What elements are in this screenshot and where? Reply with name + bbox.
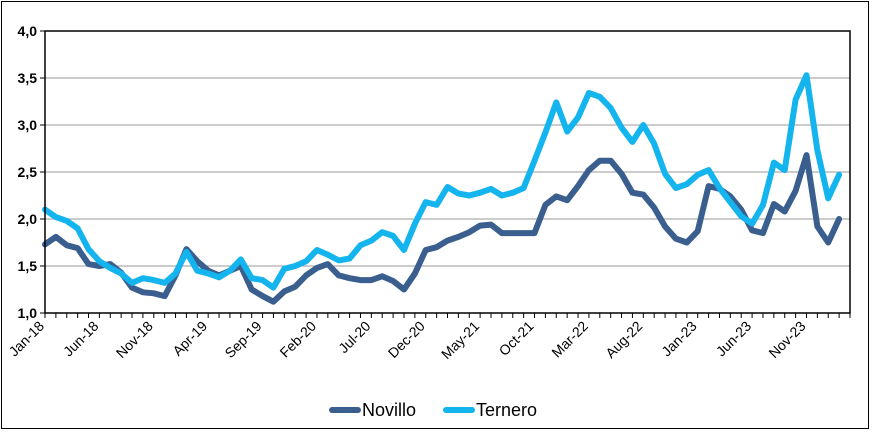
series-lines [42,72,843,305]
y-tick-label: 3,5 [18,70,38,86]
y-tick-label: 2,0 [18,211,38,227]
x-tick-label: Dec-20 [385,318,428,361]
series-line-ternero [42,72,843,291]
y-axis-ticks: 1,0 1,5 2,0 2,5 3,0 3,5 4,0 [18,23,45,321]
x-tick-label: Jan-23 [658,318,700,360]
x-tick-label: Jun-23 [713,318,755,360]
legend-label-novillo: Novillo [362,400,416,420]
y-tick-label: 3,0 [18,117,38,133]
x-tick-label: Oct-21 [496,318,537,359]
gridlines [45,30,850,314]
x-tick-label: Jan-18 [6,318,48,360]
y-tick-label: 2,5 [18,164,38,180]
x-tick-label: Sep-19 [221,318,264,361]
x-tick-label: Nov-18 [113,318,156,361]
y-tick-label: 4,0 [18,23,38,39]
x-tick-label: May-21 [438,318,482,362]
x-tick-label: Aug-22 [602,318,645,361]
x-tick-label: Jul-20 [335,318,373,356]
legend-label-ternero: Ternero [476,400,537,420]
x-tick-label: Nov-23 [765,318,808,361]
x-tick-label: Apr-19 [169,318,210,359]
x-tick-label: Jun-18 [60,318,102,360]
x-tick-label: Mar-22 [548,318,591,361]
legend: Novillo Ternero [329,400,537,420]
x-axis-ticks: Jan-18 Jun-18 Nov-18 Apr-19 Sep-19 Feb-20 Jul-… [6,313,851,362]
x-tick-label: Feb-20 [276,318,319,361]
y-tick-label: 1,0 [18,305,38,321]
plot-area-border [44,30,851,314]
y-tick-label: 1,5 [18,258,38,274]
